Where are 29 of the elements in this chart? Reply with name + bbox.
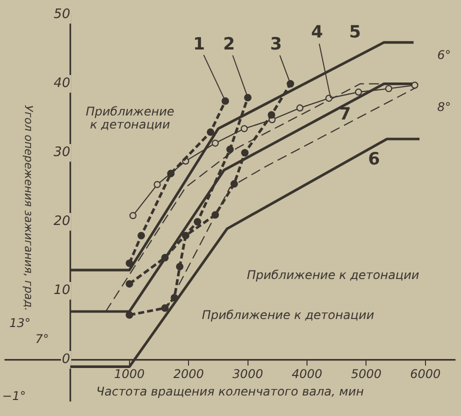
- y-axis-title: Угол опережения зажигания, град.: [22, 104, 36, 312]
- annotation: Приближение к детонации: [202, 308, 374, 322]
- annotation: 13°: [9, 316, 31, 330]
- y-tick-label: 40: [54, 76, 70, 92]
- annotation: −1°: [2, 389, 26, 404]
- x-axis-title: Частота вращения коленчатого вала, мин: [96, 384, 364, 399]
- y-tick-label: 10: [54, 283, 70, 298]
- y-tick-label: 30: [54, 145, 70, 160]
- y-tick-label: 0: [62, 352, 70, 368]
- y-tick-label: 50: [54, 7, 70, 22]
- series-label: 5: [349, 22, 361, 42]
- y-tick-label: 20: [54, 214, 70, 230]
- annotation: 6°: [437, 48, 451, 62]
- x-tick-label: 3000: [232, 367, 264, 382]
- series-label: 7: [339, 104, 351, 124]
- series-label: 3: [270, 34, 282, 54]
- series-label: 6: [368, 149, 380, 170]
- x-tick-label: 1000: [114, 367, 146, 382]
- text: 2: [223, 34, 235, 54]
- x-tick-label: 4000: [292, 367, 323, 382]
- text: 4: [311, 22, 324, 42]
- annotation: Приближение к детонации: [86, 104, 174, 132]
- annotation: 8°: [437, 100, 451, 114]
- x-tick-label: 2000: [173, 367, 204, 382]
- text: 1: [193, 34, 205, 54]
- x-tick-label: 6000: [410, 367, 442, 382]
- annotation: Приближение к детонации: [246, 268, 420, 282]
- annotation: 7°: [35, 332, 49, 346]
- x-tick-label: 5000: [350, 367, 382, 382]
